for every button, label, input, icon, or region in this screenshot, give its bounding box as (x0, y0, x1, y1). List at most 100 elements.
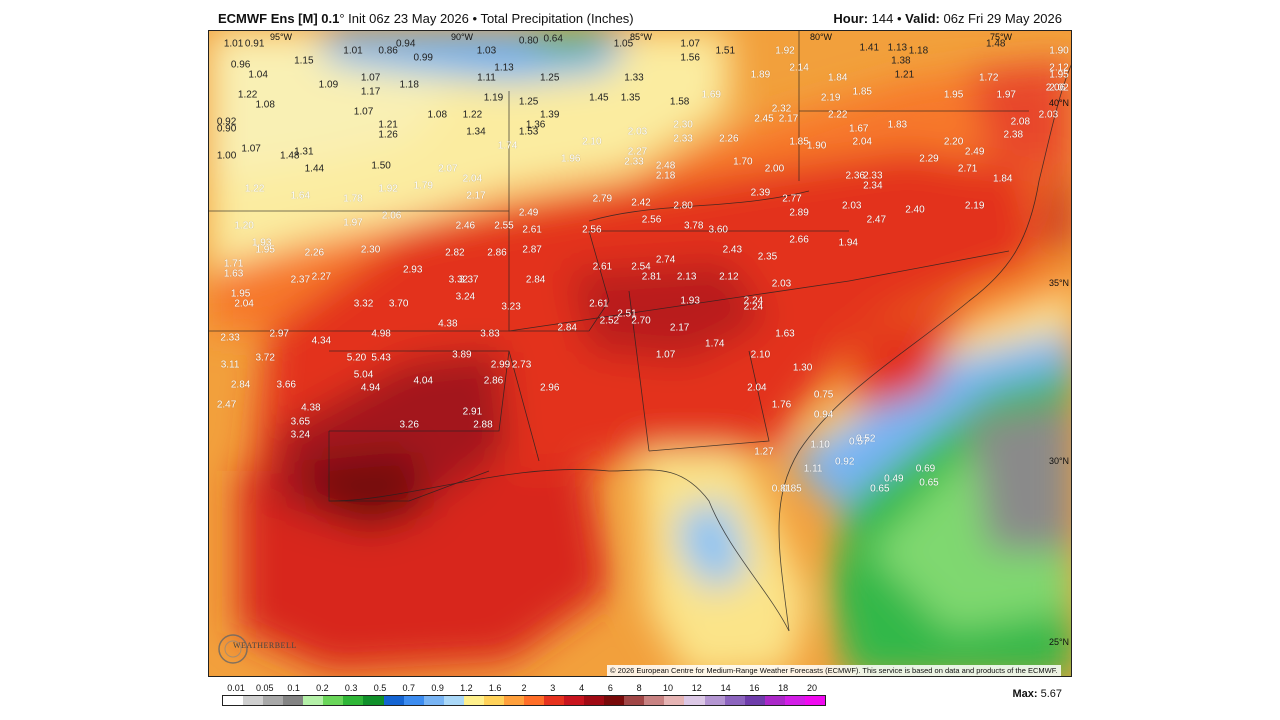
ne-red (969, 61, 1071, 171)
precip-value-20: 1.38 (891, 55, 911, 67)
florida-blue (679, 501, 749, 591)
precip-value-185: 5.43 (371, 352, 391, 364)
precip-value-189: 1.30 (792, 362, 813, 374)
precip-value-190: 5.04 (353, 369, 374, 381)
colorbar-cell-4 (303, 696, 324, 705)
colorbar-label-8: 1.2 (460, 683, 473, 693)
atlantic-red-lobe (849, 301, 969, 411)
precip-value-207: 3.24 (290, 429, 311, 441)
colorbar-cell-9 (403, 696, 424, 705)
precip-value-204: 3.26 (399, 419, 419, 431)
valid-label: Valid: (905, 11, 940, 26)
precip-value-142: 2.74 (655, 254, 676, 266)
precip-value-209: 0.52 (856, 433, 876, 445)
precip-value-98: 2.18 (655, 170, 676, 182)
precip-value-92: 1.70 (733, 156, 753, 168)
precip-value-94: 2.71 (957, 163, 978, 175)
precip-value-103: 2.34 (863, 180, 883, 192)
precip-value-124: 1.97 (343, 217, 363, 229)
colorbar-label-7: 0.9 (431, 683, 444, 693)
dark-red-core-2 (569, 261, 769, 361)
colorbar-label-14: 8 (636, 683, 642, 693)
precipitation-map: 1.01 0.91 1.01 0.94 0.80 0.64 1.05 1.07 0.86 1.03… (208, 30, 1072, 677)
precip-value-72: 2.03 (627, 126, 648, 138)
precip-value-55: 1.22 (462, 109, 483, 121)
colorbar-cell-13 (483, 696, 504, 705)
precip-value-218: 0.81 (771, 483, 792, 495)
precip-value-10: 1.51 (715, 45, 736, 57)
state-boundary-ga (648, 350, 770, 452)
model-name: ECMWF Ens [M] 0.1 (218, 11, 340, 26)
colorbar-label-20: 20 (806, 683, 818, 693)
precip-value-169: 2.70 (631, 315, 651, 327)
precip-value-75: 2.38 (1003, 129, 1024, 141)
precip-value-62: 0.92 (216, 116, 237, 128)
precip-value-79: 2.04 (852, 136, 872, 148)
precip-value-173: 2.97 (269, 328, 289, 340)
precip-value-128: 2.56 (582, 224, 602, 236)
precip-value-78: 1.90 (806, 140, 827, 152)
colorbar-label-17: 14 (720, 683, 731, 693)
precip-value-160: 2.24 (743, 295, 764, 307)
lat-label-40n: 40°N (1048, 98, 1070, 108)
colorbar-cell-17 (564, 696, 585, 705)
precip-value-148: 2.81 (641, 271, 662, 283)
precip-value-201: 2.91 (462, 406, 483, 418)
colorbar-cell-20 (624, 696, 645, 705)
precip-value-170: 4.38 (438, 318, 458, 330)
precip-value-184: 5.20 (346, 352, 367, 364)
precip-value-117: 2.80 (673, 200, 693, 212)
precip-value-114: 2.03 (841, 200, 862, 212)
lon-label-85w: 85°W (629, 32, 653, 42)
lat-label-30n: 30°N (1048, 456, 1070, 466)
colorbar-label-18: 16 (749, 683, 760, 693)
precip-value-73: 2.33 (673, 133, 693, 145)
precip-value-126: 2.55 (494, 220, 514, 232)
precip-value-131: 1.93 (251, 237, 272, 249)
precip-value-133: 1.94 (838, 237, 858, 249)
precip-value-86: 1.00 (216, 150, 237, 162)
precip-value-16: 1.90 (1049, 45, 1069, 57)
coastline-atlantic (778, 64, 1071, 632)
precip-value-145: 2.54 (631, 261, 651, 273)
precip-value-164: 3.23 (501, 301, 521, 313)
logo-text: WEATHERBELL (233, 641, 297, 650)
precip-value-162: 3.32 (353, 298, 374, 310)
colorbar-cell-29 (804, 696, 825, 705)
precip-value-175: 3.83 (480, 328, 500, 340)
green-patch-north (529, 31, 609, 49)
precip-value-41: 1.85 (852, 86, 872, 98)
precip-value-138: 2.86 (487, 247, 507, 259)
precip-value-121: 2.56 (641, 214, 662, 226)
precip-value-74: 2.26 (719, 133, 739, 145)
precip-value-108: 1.64 (290, 190, 311, 202)
precip-value-154: 3.37 (459, 274, 479, 286)
precip-value-77: 1.85 (789, 136, 809, 148)
colorbar-cell-25 (724, 696, 745, 705)
copyright-notice: © 2026 European Centre for Medium-Range … (607, 665, 1061, 676)
precip-value-152: 2.37 (290, 274, 311, 286)
map-header-valid: Hour: 144 • Valid: 06z Fri 29 May 2026 (833, 11, 1062, 26)
precip-value-107: 2.39 (750, 187, 771, 199)
precip-value-150: 2.12 (719, 271, 739, 283)
precip-value-46: 1.25 (518, 96, 539, 108)
precip-value-88: 1.96 (561, 153, 581, 165)
precip-value-97: 2.07 (438, 163, 458, 175)
colorbar-cell-3 (283, 696, 304, 705)
precip-value-215: 0.69 (915, 463, 936, 475)
precip-value-32: 1.25 (539, 72, 560, 84)
precip-value-193: 4.04 (413, 375, 433, 387)
precip-value-58: 2.03 (1038, 109, 1059, 121)
precip-value-198: 0.75 (813, 389, 834, 401)
precip-value-104: 1.22 (244, 183, 265, 195)
precip-value-178: 4.34 (311, 335, 332, 347)
state-boundary-tn (508, 280, 850, 332)
precip-value-153: 3.32 (448, 274, 469, 286)
colorbar-label-10: 2 (521, 683, 527, 693)
precip-value-80: 2.20 (943, 136, 964, 148)
precip-value-47: 1.45 (589, 92, 609, 104)
colorbar-labels: 0.01 0.05 0.1 0.2 0.3 0.5 0.7 0.9 1.2 1.6 2 3 4 6 8 10 1… (222, 683, 826, 695)
precip-value-9: 1.03 (476, 45, 497, 57)
precip-value-111: 2.79 (592, 193, 613, 205)
precip-value-40: 1.69 (701, 89, 721, 101)
